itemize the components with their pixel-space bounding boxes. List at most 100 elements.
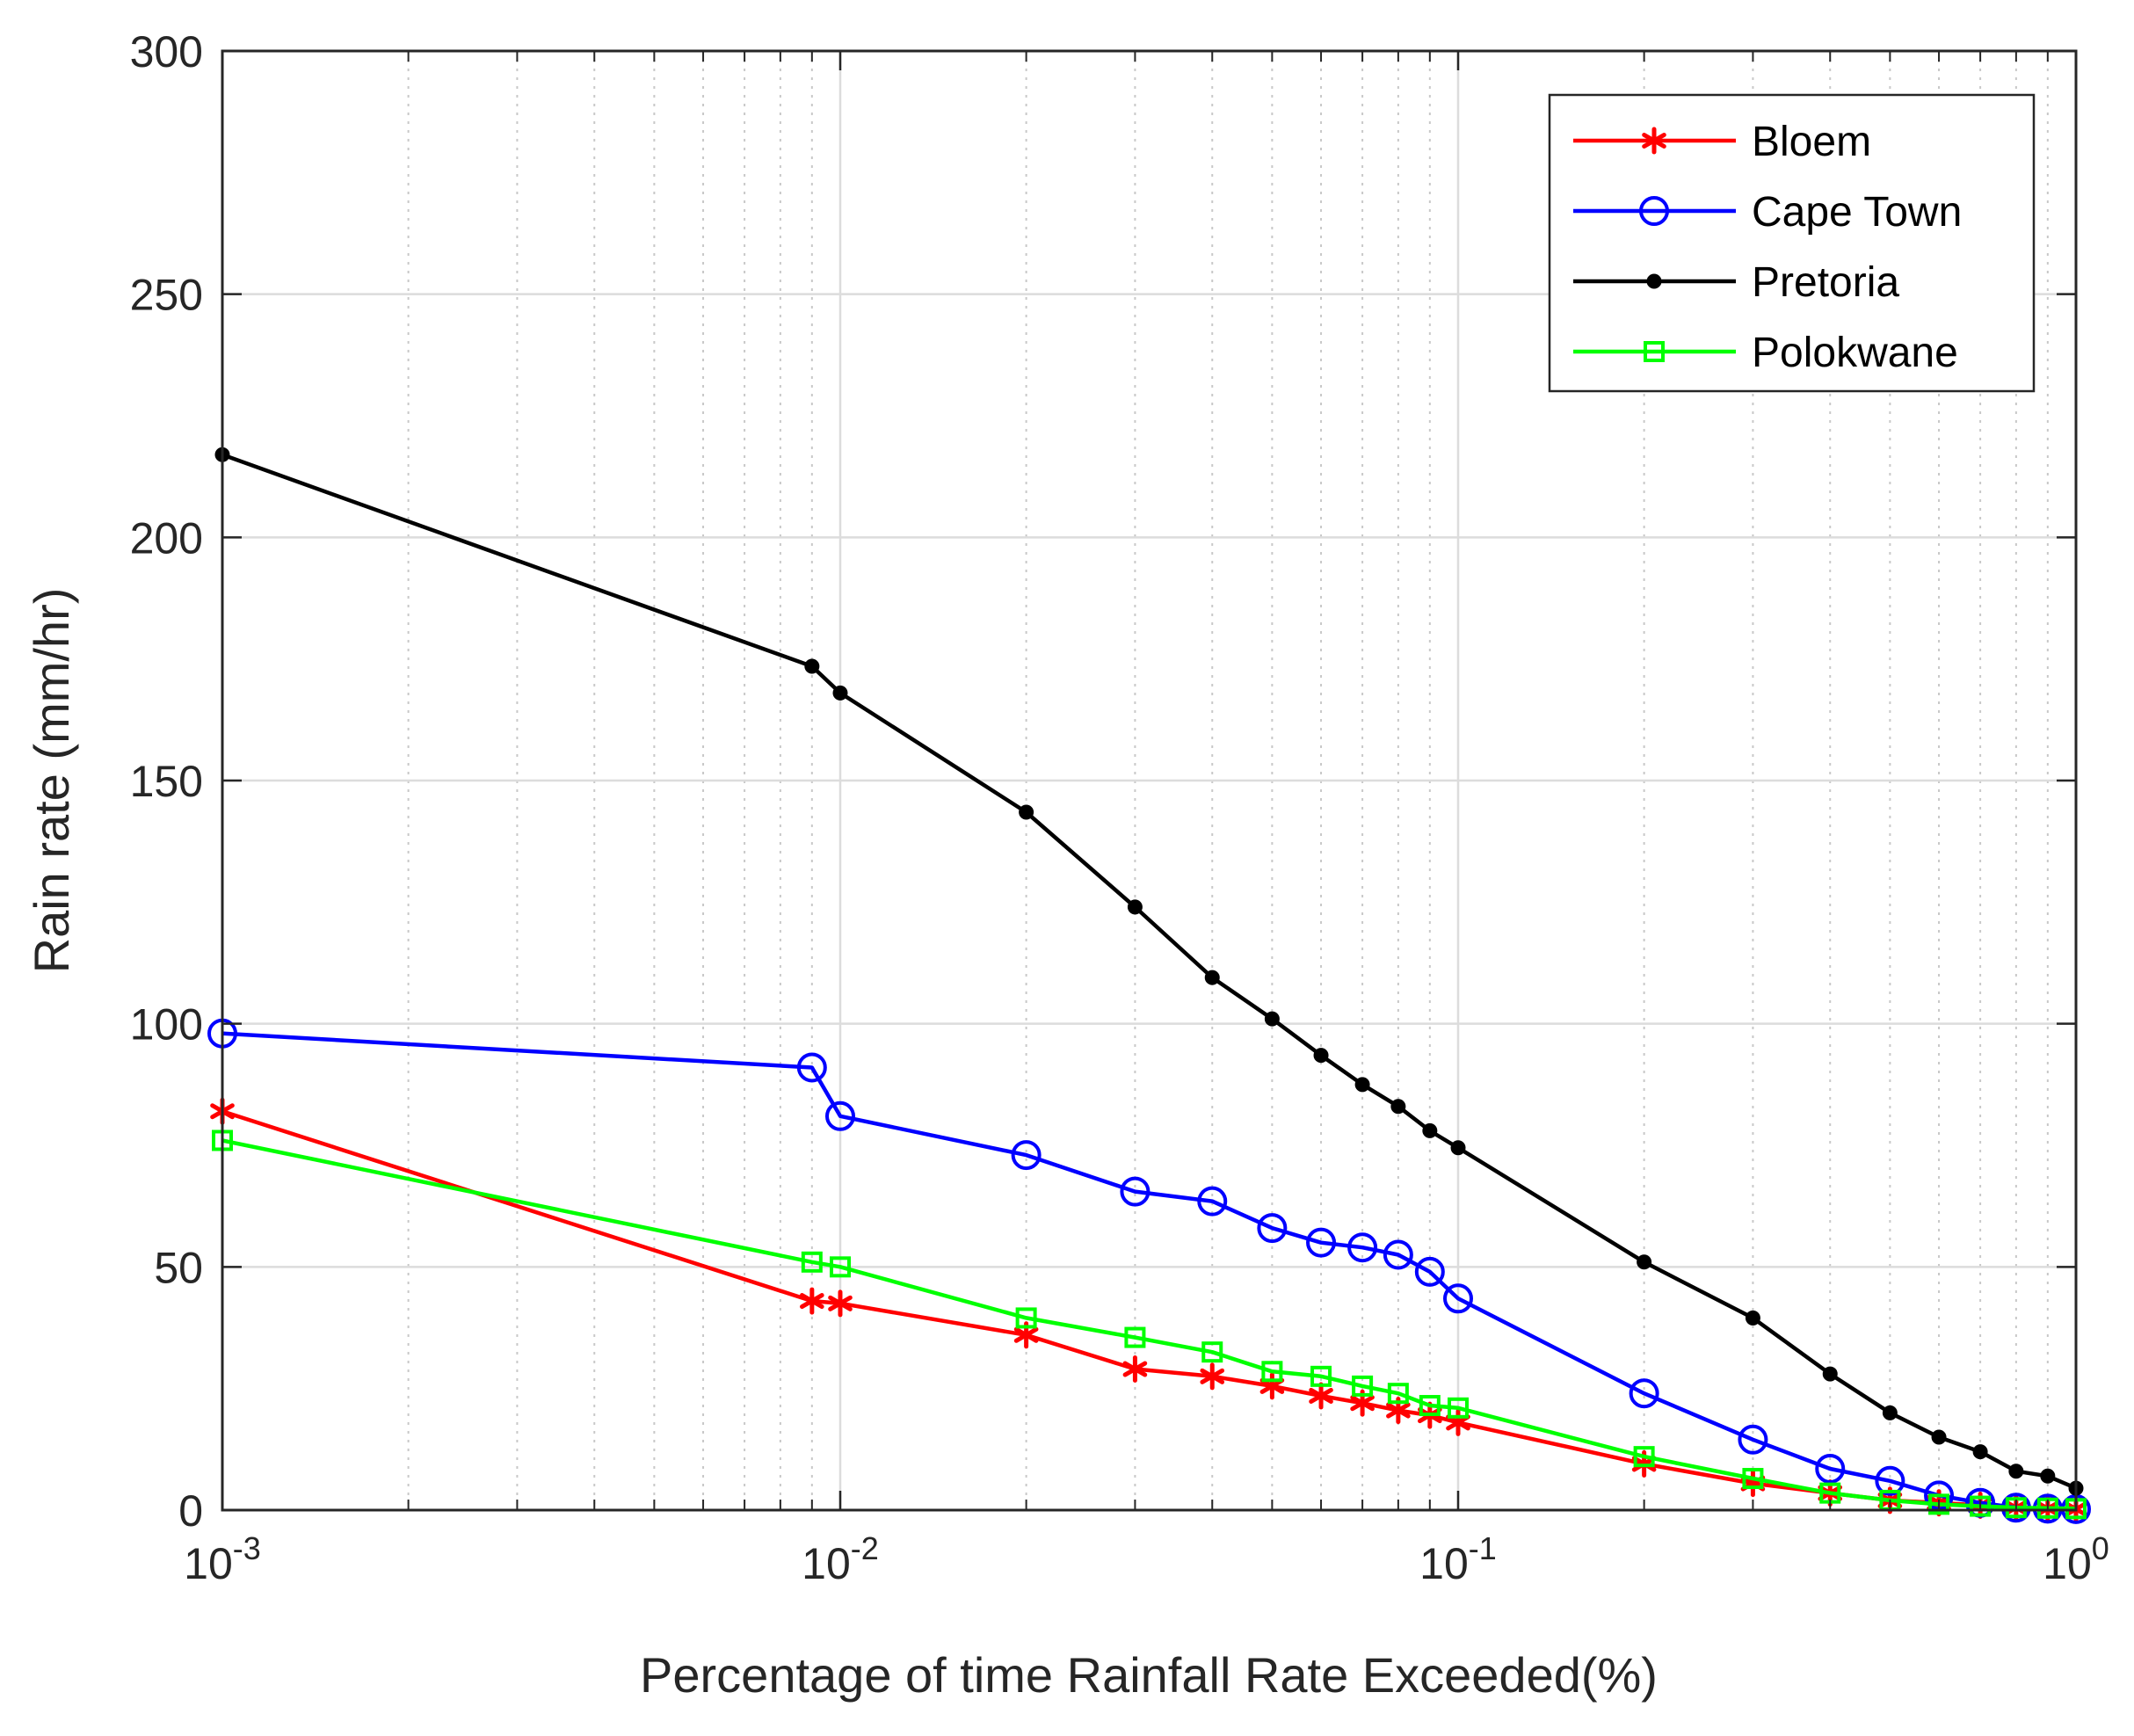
legend-label: Polokwane — [1752, 330, 1958, 376]
asterisk-stroke — [1013, 1326, 1039, 1343]
data-point — [2005, 1497, 2027, 1519]
data-point — [828, 1289, 853, 1318]
data-point — [1931, 1429, 1947, 1445]
data-point — [1015, 1307, 1037, 1329]
y-tick-label: 250 — [130, 271, 203, 320]
data-point — [1450, 1140, 1466, 1156]
data-point — [1742, 1468, 1764, 1490]
data-point — [1443, 1283, 1473, 1314]
data-point — [1019, 804, 1034, 820]
data-point — [1970, 1495, 1992, 1517]
data-point — [801, 1251, 823, 1273]
legend-box — [1548, 93, 2036, 393]
legend-marker — [1644, 341, 1665, 362]
data-point — [1383, 1239, 1413, 1270]
y-tick-label: 100 — [130, 1000, 203, 1050]
asterisk-stroke — [1309, 1387, 1333, 1404]
data-point — [1261, 1361, 1283, 1383]
legend-marker — [1642, 127, 1666, 155]
x-tick-base: 10 — [1419, 1539, 1469, 1588]
x-tick-base: 10 — [2043, 1539, 2092, 1588]
y-tick-labels: 0 50 100 150 200 250 300 — [130, 27, 203, 1536]
asterisk-stroke — [1446, 1414, 1470, 1431]
data-point — [1354, 1077, 1370, 1093]
data-point — [1352, 1375, 1374, 1397]
x-tick-exponent: -2 — [851, 1530, 879, 1566]
asterisk-stroke — [1350, 1395, 1375, 1412]
legend-label: Bloem — [1752, 119, 1871, 165]
x-tick-base: 10 — [184, 1539, 233, 1588]
legend-label: Cape Town — [1752, 189, 1962, 236]
data-point — [2036, 1497, 2058, 1519]
data-point — [1822, 1366, 1838, 1382]
x-tick-exponent: -3 — [233, 1530, 261, 1566]
legend-item: Cape Town — [1573, 189, 1962, 236]
asterisk-stroke — [828, 1295, 853, 1311]
x-tick-label: 10-1 — [1419, 1530, 1497, 1588]
series-polokwane — [212, 1129, 2087, 1520]
asterisk-stroke — [1386, 1402, 1411, 1419]
data-point — [1204, 970, 1220, 985]
y-tick-label: 150 — [130, 757, 203, 806]
data-point — [1738, 1424, 1768, 1455]
data-point — [1448, 1397, 1469, 1419]
y-tick-label: 300 — [130, 27, 203, 76]
data-point — [2008, 1464, 2024, 1479]
data-point — [1306, 1227, 1337, 1258]
series-line — [221, 1138, 2077, 1511]
data-point — [1882, 1405, 1898, 1420]
data-point — [800, 1287, 824, 1315]
legend-item: Pretoria — [1573, 259, 1899, 306]
axis-ticks — [221, 49, 2078, 1512]
data-point — [832, 685, 848, 701]
asterisk-stroke — [1259, 1377, 1285, 1394]
x-tick-label: 10-3 — [184, 1530, 261, 1588]
data-point — [1347, 1232, 1378, 1263]
data-point — [1313, 1048, 1329, 1064]
y-tick-label: 50 — [154, 1243, 203, 1292]
data-point — [1422, 1122, 1438, 1138]
data-point — [1197, 1186, 1228, 1217]
data-point — [1629, 1378, 1659, 1409]
legend-marker — [1639, 196, 1669, 226]
data-point — [804, 658, 820, 674]
data-point — [1633, 1446, 1655, 1468]
y-axis-title: Rain rate (mm/hr) — [24, 588, 79, 974]
series-cape-town — [207, 1018, 2091, 1524]
data-point — [1200, 1362, 1225, 1391]
x-tick-label: 10-2 — [802, 1530, 879, 1588]
asterisk-stroke — [1642, 133, 1666, 149]
data-point — [1309, 1382, 1333, 1410]
data-point — [1259, 1372, 1285, 1400]
data-point — [1201, 1341, 1223, 1363]
x-tick-exponent: -1 — [1469, 1530, 1497, 1566]
y-tick-label: 200 — [130, 513, 203, 563]
legend: Bloem Cape Town Pretoria Polokwane — [1548, 93, 2036, 393]
data-point — [1310, 1365, 1332, 1387]
y-tick-label: 0 — [178, 1486, 203, 1536]
legend-item: Polokwane — [1573, 330, 1958, 376]
legend-label: Pretoria — [1752, 259, 1899, 306]
data-point — [1127, 899, 1143, 915]
data-point — [1972, 1444, 1988, 1460]
data-point — [1637, 1254, 1652, 1270]
x-axis-title: Percentage of time Rainfall Rate Exceede… — [640, 1647, 1658, 1703]
data-point — [1815, 1453, 1846, 1484]
asterisk-stroke — [1122, 1361, 1148, 1377]
data-point — [1446, 1408, 1470, 1436]
data-point — [830, 1256, 851, 1278]
data-point — [1011, 1140, 1042, 1171]
data-point — [1419, 1395, 1441, 1417]
x-tick-label: 100 — [2043, 1530, 2109, 1588]
legend-marker — [1646, 273, 1662, 289]
legend-item: Bloem — [1573, 119, 1871, 165]
data-point — [1122, 1355, 1148, 1384]
asterisk-stroke — [1200, 1368, 1225, 1384]
data-point — [1928, 1493, 1950, 1515]
data-point — [1390, 1099, 1406, 1115]
data-point — [2040, 1468, 2056, 1484]
data-point — [1120, 1176, 1150, 1207]
data-point — [796, 1052, 827, 1083]
data-point — [1124, 1326, 1146, 1348]
